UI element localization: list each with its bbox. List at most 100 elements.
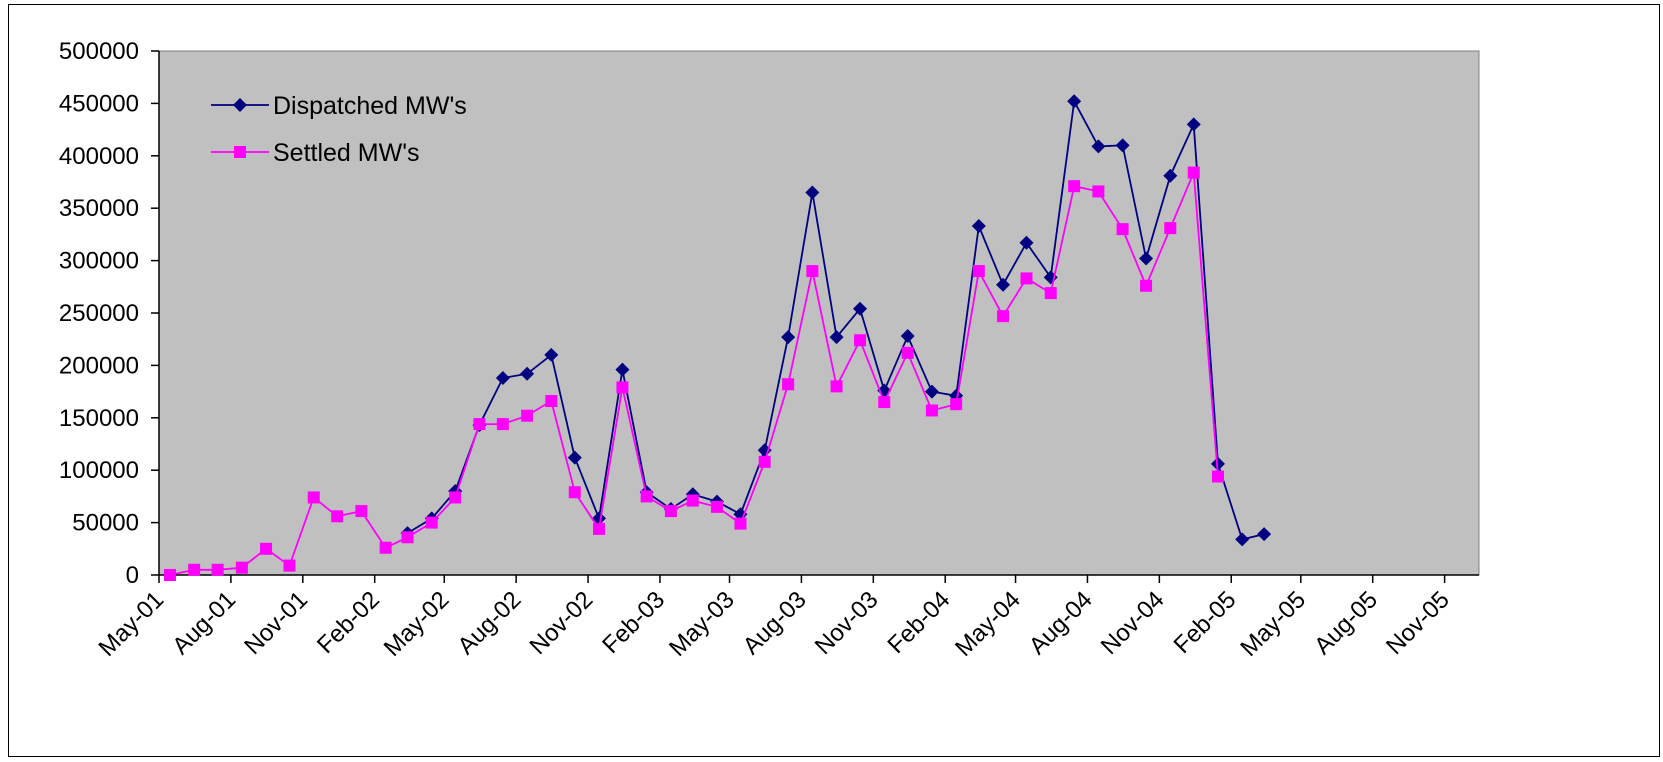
square-marker xyxy=(1020,272,1033,285)
x-tick-label: Aug-03 xyxy=(738,586,812,660)
square-marker xyxy=(734,517,747,530)
square-marker xyxy=(1140,279,1153,292)
square-marker xyxy=(163,569,176,581)
square-marker xyxy=(950,398,963,411)
square-marker xyxy=(686,494,699,507)
square-marker xyxy=(260,542,273,555)
square-marker xyxy=(782,378,795,391)
diamond-marker xyxy=(1257,527,1272,542)
x-tick-label: Feb-05 xyxy=(1169,586,1242,659)
x-tick-label: May-02 xyxy=(379,586,455,662)
square-marker xyxy=(1044,287,1057,300)
x-tick-label: Aug-01 xyxy=(167,586,241,660)
x-tick-label: Nov-05 xyxy=(1381,586,1455,660)
diamond-marker xyxy=(781,330,796,345)
y-tick-label: 300000 xyxy=(59,248,139,275)
square-marker xyxy=(925,404,938,417)
y-tick-label: 50000 xyxy=(72,510,139,537)
square-marker xyxy=(1068,180,1081,193)
diamond-marker xyxy=(853,301,868,316)
square-marker xyxy=(1187,166,1200,179)
y-tick-label: 150000 xyxy=(59,405,139,432)
square-marker xyxy=(235,561,248,574)
square-marker xyxy=(640,490,653,503)
y-tick-label: 350000 xyxy=(59,195,139,222)
diamond-marker xyxy=(1235,532,1250,547)
x-tick-label: Feb-03 xyxy=(597,586,670,659)
diamond-marker xyxy=(971,219,986,234)
diamond-marker xyxy=(1067,94,1082,109)
chart-frame: 0 50000 100000 150000 200000 250000 300000 3500… xyxy=(8,4,1660,757)
diamond-marker xyxy=(567,450,582,465)
y-tick-label: 500000 xyxy=(59,38,139,65)
plot-area xyxy=(158,50,1480,576)
square-marker xyxy=(997,310,1010,323)
square-marker xyxy=(664,505,677,518)
square-marker xyxy=(806,265,819,278)
square-marker xyxy=(568,486,581,499)
x-tick-label: Aug-02 xyxy=(453,586,527,660)
series-layer xyxy=(163,94,1272,581)
square-marker xyxy=(234,146,246,158)
diamond-marker xyxy=(996,277,1011,292)
square-marker xyxy=(496,418,509,431)
diamond-marker xyxy=(615,362,630,377)
square-marker xyxy=(616,381,629,394)
x-tick-label: May-03 xyxy=(664,586,740,662)
square-marker xyxy=(854,334,867,347)
square-marker xyxy=(473,418,486,431)
square-marker xyxy=(972,265,985,278)
diamond-marker xyxy=(1019,235,1034,250)
series-settled xyxy=(163,166,1224,581)
x-tick-label: Nov-04 xyxy=(1096,586,1170,660)
x-tick-label: Feb-04 xyxy=(883,586,956,659)
square-marker xyxy=(1092,185,1105,198)
square-marker xyxy=(188,563,201,576)
diamond-marker xyxy=(233,98,247,112)
x-tick-label: Aug-05 xyxy=(1309,586,1383,660)
legend-label: Dispatched MW's xyxy=(273,92,467,120)
x-tick-label: Aug-04 xyxy=(1024,586,1098,660)
square-marker xyxy=(283,559,296,572)
square-marker xyxy=(593,522,605,535)
square-marker xyxy=(830,380,843,393)
square-marker xyxy=(1211,470,1224,483)
y-tick-label: 450000 xyxy=(59,90,139,117)
diamond-marker xyxy=(1163,168,1178,183)
square-marker xyxy=(901,346,914,359)
y-tick-label: 250000 xyxy=(59,300,139,327)
square-marker xyxy=(355,505,368,518)
diamond-marker xyxy=(900,329,915,344)
y-axis: 0 50000 100000 150000 200000 250000 300000 3500… xyxy=(59,38,160,589)
diamond-marker xyxy=(1091,139,1106,154)
y-tick-label: 100000 xyxy=(59,457,139,484)
square-marker xyxy=(545,395,558,408)
diamond-marker xyxy=(829,330,844,345)
square-marker xyxy=(878,396,891,409)
y-tick-label: 0 xyxy=(126,562,139,589)
diamond-marker xyxy=(1115,138,1130,153)
diamond-marker xyxy=(495,370,510,385)
diamond-marker xyxy=(592,511,606,526)
y-tick-label: 200000 xyxy=(59,352,139,379)
x-tick-label: Nov-01 xyxy=(239,586,313,660)
diamond-marker xyxy=(924,384,939,399)
square-marker xyxy=(1116,223,1129,236)
y-tick-label: 400000 xyxy=(59,143,139,170)
diamond-marker xyxy=(520,366,535,381)
square-marker xyxy=(449,491,462,504)
square-marker xyxy=(758,455,771,468)
square-marker xyxy=(211,563,224,576)
x-tick-label: Feb-02 xyxy=(312,586,385,659)
diamond-marker xyxy=(1186,117,1201,132)
square-marker xyxy=(425,516,438,529)
square-marker xyxy=(521,409,534,422)
x-tick-label: May-05 xyxy=(1235,586,1311,662)
diamond-marker xyxy=(805,185,820,200)
x-tick-label: May-01 xyxy=(94,586,170,662)
legend-label: Settled MW's xyxy=(273,139,419,167)
diamond-marker xyxy=(1210,456,1225,471)
x-tick-label: Nov-02 xyxy=(524,586,598,660)
square-marker xyxy=(379,541,392,554)
square-marker xyxy=(1164,222,1177,235)
